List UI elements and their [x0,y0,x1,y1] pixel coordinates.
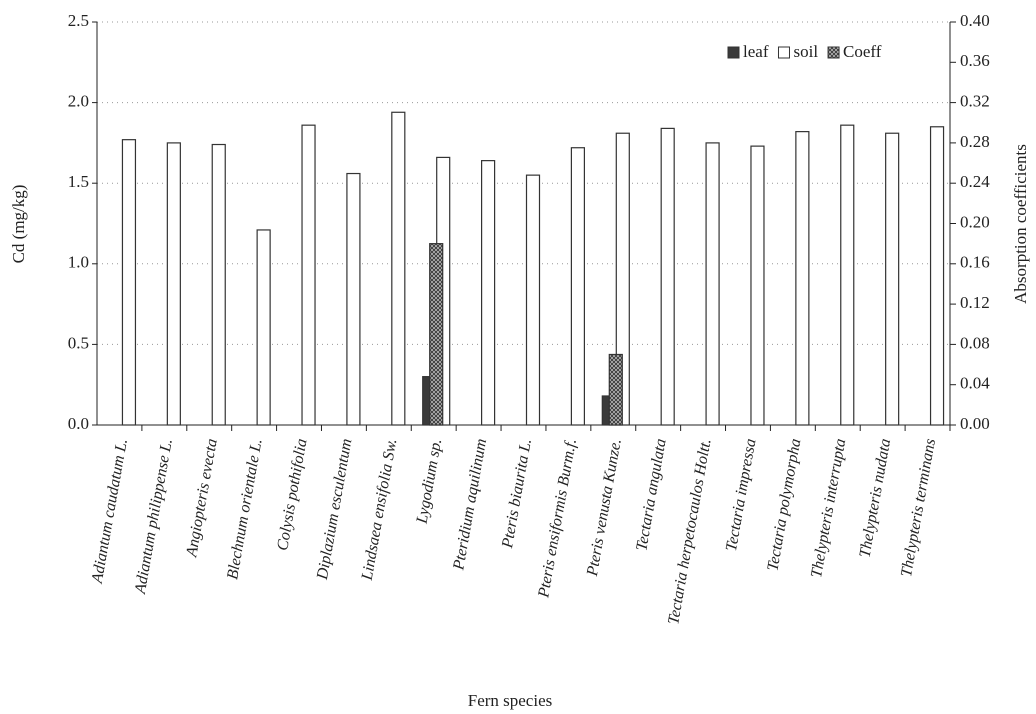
x-tick-label: Lindsaea ensifolia Sw. [359,437,401,582]
legend-label: Coeff [843,42,882,61]
legend-swatch [778,47,789,58]
y2-tick-label: 0.20 [960,212,990,231]
y-tick-label: 2.5 [68,11,89,30]
x-tick-label: Thelypteris terminans [898,437,939,578]
y-tick-label: 0.5 [68,333,89,352]
x-tick-label: Tectaria impressa [723,437,760,552]
bar [706,143,719,425]
x-tick-label: Colysis pothifolia [274,437,310,552]
bar [257,230,270,425]
bar [212,145,225,425]
x-tick-label: Thelypteris nudata [857,437,895,559]
y2-tick-label: 0.00 [960,414,990,433]
x-tick-label: Pteris biaurita L. [499,437,535,550]
y-axis-label: Cd (mg/kg) [9,185,28,264]
bar [571,148,584,425]
y2-tick-label: 0.40 [960,11,990,30]
y2-tick-label: 0.24 [960,172,990,191]
legend-label: leaf [743,42,769,61]
y-tick-label: 0.0 [68,414,89,433]
y2-tick-label: 0.16 [960,253,990,272]
y2-tick-label: 0.28 [960,132,990,151]
x-tick-label: Adiantum caudatum L. [89,437,131,585]
bar [122,140,135,425]
x-tick-label: Thelypteris interrupta [808,437,849,579]
bar [167,143,180,425]
x-axis-label: Fern species [468,691,553,710]
legend-swatch [728,47,739,58]
bar [430,244,443,425]
bar [796,132,809,425]
x-tick-label: Lygodium sp. [413,437,445,525]
x-tick-label: Pteris venusta Kunze. [584,437,625,578]
bar [392,112,405,425]
x-tick-label: Pteridium aquilinum [450,437,490,572]
bar [302,125,315,425]
x-tick-label: Angiopteris evecta [183,437,221,559]
bar [751,146,764,425]
x-tick-label: Diplazium esculentum [314,437,356,581]
x-tick-label: Adiantum philippense L. [132,437,176,595]
bar [482,161,495,425]
y-tick-label: 1.5 [68,172,89,191]
x-tick-label: Blechnum orientale L. [224,437,266,580]
bar [527,175,540,425]
x-tick-label: Tectaria angulata [633,437,669,552]
bar [609,354,622,425]
y2-tick-label: 0.36 [960,51,990,70]
y-tick-label: 2.0 [68,92,89,111]
legend-swatch [828,47,839,58]
y-tick-label: 1.0 [68,253,89,272]
legend-label: soil [793,42,818,61]
bar [886,133,899,425]
bar [347,174,360,425]
bar [931,127,944,425]
y2-tick-label: 0.12 [960,293,990,312]
y2-axis-label: Absorption coefficients [1011,144,1030,304]
bar [841,125,854,425]
x-tick-label: Tectaria herpetocaulos Holtt. [665,437,714,625]
x-tick-label: Pteris ensiformis Burm.f. [535,437,580,599]
y2-tick-label: 0.04 [960,374,990,393]
chart: Fern species Cd (mg/kg) Absorption coeff… [0,0,1036,714]
y2-tick-label: 0.32 [960,92,990,111]
x-tick-label: Tectaria polymorpha [764,437,804,572]
bar [661,128,674,425]
y2-tick-label: 0.08 [960,333,990,352]
